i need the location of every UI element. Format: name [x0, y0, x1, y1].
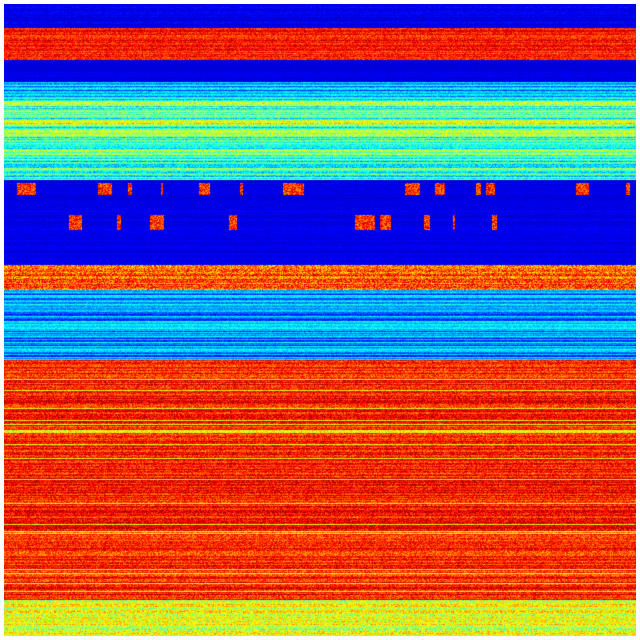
heatmap-image: [4, 4, 636, 636]
heatmap-container: [4, 4, 636, 636]
